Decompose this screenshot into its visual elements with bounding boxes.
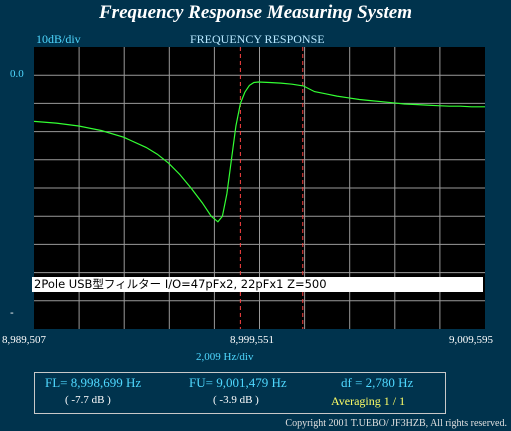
averaging-readout: Averaging 1 / 1 [331, 394, 406, 408]
x-center-label: 8,999,551 [230, 334, 274, 346]
fu-db-readout: ( -3.9 dB ) [213, 394, 259, 406]
df-readout: df = 2,780 Hz [341, 375, 414, 390]
fu-readout: FU= 9,001,479 Hz [189, 375, 287, 390]
response-trace [33, 81, 485, 223]
app-title: Frequency Response Measuring System [99, 2, 412, 23]
x-start-label: 8,989,507 [2, 334, 46, 346]
filter-caption: 2Pole USB型フィルター I/O=47pFx2, 22pFx1 Z=500 [32, 277, 483, 292]
x-span-label: 2,009 Hz/div [196, 351, 254, 363]
x-end-label: 9,009,595 [449, 334, 493, 346]
scale-label: 10dB/div [36, 32, 81, 46]
marker-info-panel: FL= 8,998,699 Hz ( -7.7 dB ) FU= 9,001,4… [34, 372, 446, 414]
frequency-response-chart [33, 47, 485, 329]
fl-readout: FL= 8,998,699 Hz [45, 375, 142, 390]
copyright-text: Copyright 2001 T.UEBO/ JF3HZB, All right… [285, 418, 507, 429]
plot-header: FREQUENCY RESPONSE [190, 32, 325, 46]
ref-level-label: 0.0 [10, 68, 24, 80]
fl-db-readout: ( -7.7 dB ) [65, 394, 111, 406]
bottom-marker-label: - [10, 306, 14, 319]
